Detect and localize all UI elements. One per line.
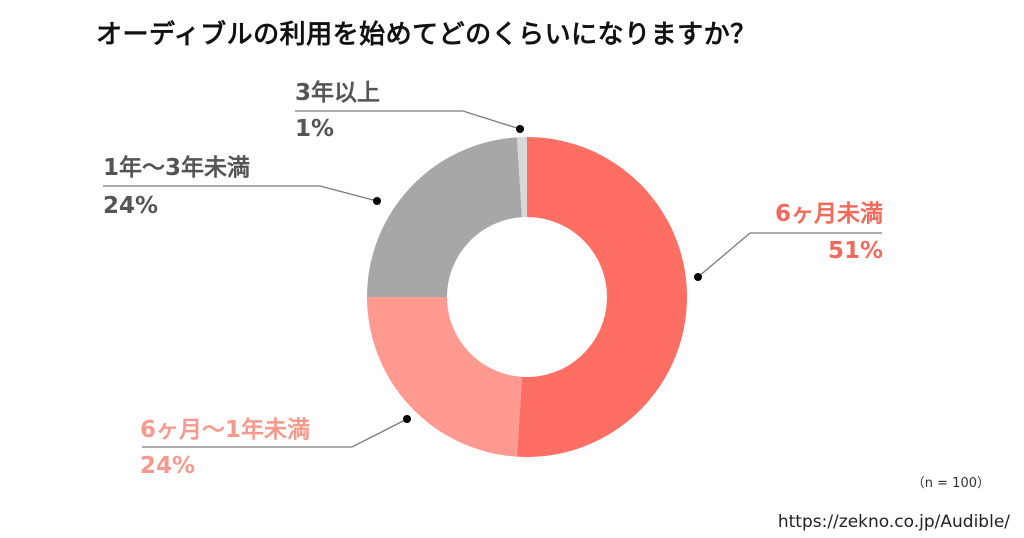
label-3y-plus-name: 3年以上 xyxy=(295,80,381,106)
label-lt6m-name: 6ヶ月未満 xyxy=(774,201,883,227)
donut-segments xyxy=(367,137,688,457)
segment-1y-3y xyxy=(367,137,522,297)
label-3y-plus-pct: 1% xyxy=(295,116,335,142)
label-1y-3y-pct: 24% xyxy=(103,193,159,219)
label-6m-1y-name: 6ヶ月〜1年未満 xyxy=(140,417,311,443)
callout-line-1y-3y xyxy=(103,185,378,202)
callout-dots xyxy=(373,125,702,423)
callout-line-6m-1y xyxy=(142,418,408,448)
callout-line-lt6m xyxy=(697,232,882,278)
segment-3y-plus xyxy=(516,137,527,218)
segment-6m-1y xyxy=(367,297,522,457)
callout-lines xyxy=(103,110,882,448)
chart-title: オーディブルの利用を始めてどのくらいになりますか？ xyxy=(96,20,757,50)
callout-dot-1y-3y xyxy=(373,197,381,205)
source-url: https://zekno.co.jp/Audible/ xyxy=(777,512,1010,532)
segment-lt6m xyxy=(516,137,688,457)
callout-dot-3y-plus xyxy=(516,125,524,133)
label-lt6m-pct: 51% xyxy=(827,238,883,264)
sample-size-note: （n = 100） xyxy=(911,476,990,491)
callout-line-3y-plus xyxy=(295,110,521,130)
label-6m-1y-pct: 24% xyxy=(140,453,196,479)
callout-dot-6m-1y xyxy=(403,415,411,423)
label-1y-3y-name: 1年〜3年未満 xyxy=(103,155,251,181)
callout-dot-lt6m xyxy=(694,273,702,281)
